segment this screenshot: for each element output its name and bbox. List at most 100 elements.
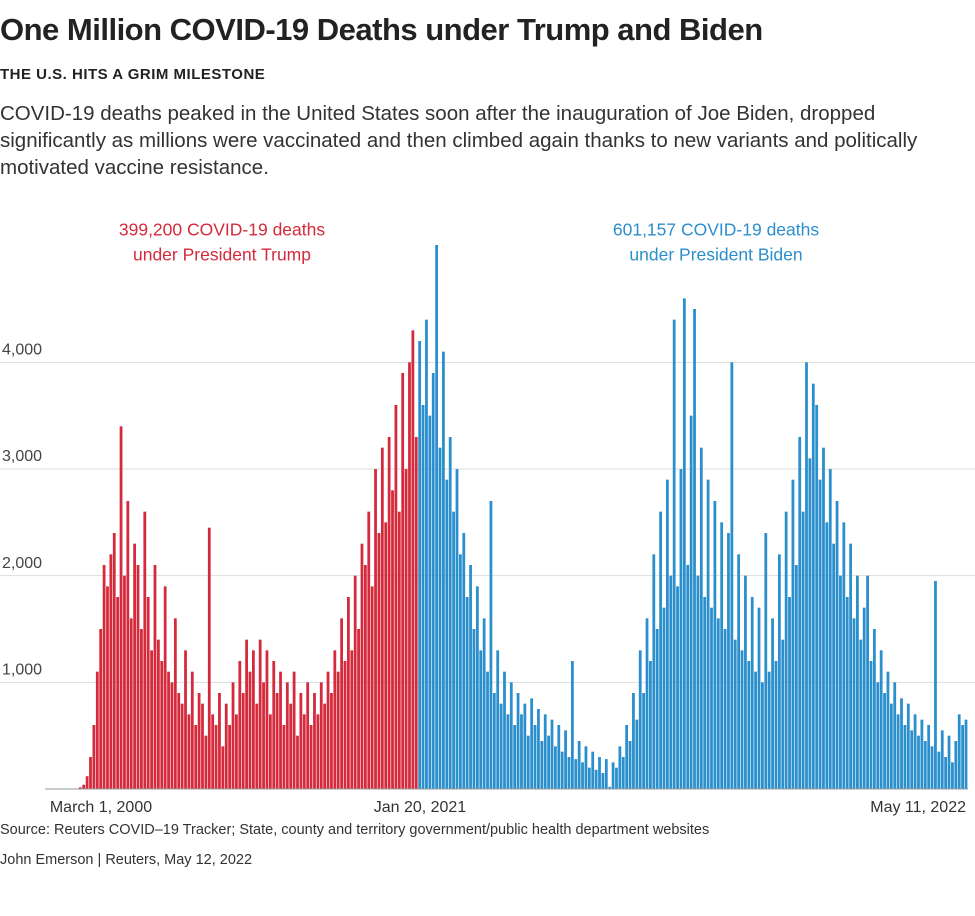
bar	[811, 383, 815, 789]
bar	[106, 586, 109, 789]
bar	[547, 735, 551, 789]
bar	[540, 741, 544, 789]
bar	[550, 719, 554, 789]
bar	[102, 565, 106, 789]
bar	[479, 650, 483, 789]
bar	[275, 693, 279, 789]
bar	[313, 693, 316, 789]
bar	[211, 714, 215, 789]
bar	[204, 735, 208, 789]
bar	[679, 469, 683, 789]
bar	[744, 575, 747, 789]
bar	[665, 479, 669, 789]
bar	[771, 618, 774, 789]
bar	[934, 581, 937, 789]
bar	[418, 341, 422, 789]
x-tick-label: March 1, 2000	[50, 799, 152, 816]
bar	[794, 565, 798, 789]
bar	[163, 586, 167, 789]
bar	[784, 511, 788, 789]
bar	[180, 703, 184, 789]
bar	[251, 650, 255, 789]
bar	[258, 639, 262, 789]
bar	[129, 618, 133, 789]
bar	[486, 671, 489, 789]
bar	[421, 405, 425, 789]
bar	[350, 650, 354, 789]
x-tick-label: Jan 20, 2021	[374, 799, 467, 816]
bar	[391, 490, 394, 789]
bar	[659, 511, 662, 789]
bar	[489, 501, 493, 789]
bar	[319, 682, 323, 789]
bar	[438, 447, 442, 789]
bar	[957, 714, 961, 789]
bar	[866, 575, 869, 789]
bar	[537, 709, 540, 789]
bar	[591, 751, 595, 789]
bar	[635, 719, 639, 789]
bar	[503, 671, 506, 789]
bar	[876, 682, 880, 789]
bar	[937, 751, 941, 789]
bar	[513, 725, 517, 789]
bar	[808, 458, 812, 789]
bar	[577, 741, 581, 789]
bar	[265, 650, 269, 789]
bar	[448, 437, 452, 789]
bar	[214, 725, 218, 789]
bar	[720, 522, 724, 789]
bar	[404, 469, 408, 789]
bar	[710, 607, 713, 789]
bar	[845, 597, 849, 789]
bar	[645, 618, 649, 789]
bar	[594, 769, 598, 789]
bar	[754, 671, 757, 789]
bar	[638, 650, 642, 789]
bar	[832, 543, 836, 789]
bar	[632, 693, 635, 789]
bar	[207, 527, 211, 789]
bar	[190, 671, 194, 789]
bar	[570, 661, 574, 789]
bar	[156, 639, 160, 789]
bar	[119, 426, 123, 789]
bar	[730, 362, 734, 789]
bar	[184, 650, 187, 789]
bar	[92, 725, 96, 789]
bar	[268, 714, 272, 789]
bar	[951, 762, 954, 789]
bar	[523, 703, 527, 789]
bar	[676, 586, 679, 789]
bar	[706, 479, 710, 789]
bar	[696, 575, 700, 789]
bar	[835, 501, 839, 789]
bar	[560, 751, 564, 789]
bar	[621, 757, 625, 789]
bar	[482, 618, 486, 789]
bar	[567, 757, 571, 789]
bar	[828, 469, 832, 789]
annotation: 399,200 COVID-19 deaths	[119, 220, 325, 240]
bar	[669, 575, 673, 789]
bar	[601, 773, 605, 789]
bar	[801, 511, 805, 789]
bar	[282, 725, 286, 789]
bar	[245, 639, 248, 789]
bar	[133, 543, 137, 789]
bar	[839, 575, 842, 789]
bar	[442, 351, 445, 789]
bar	[363, 565, 367, 789]
bar	[761, 682, 764, 789]
bar	[947, 735, 951, 789]
bar	[187, 714, 191, 789]
bar	[357, 629, 360, 789]
bar	[723, 629, 727, 789]
bar	[662, 607, 666, 789]
bar	[716, 618, 720, 789]
bar	[913, 714, 917, 789]
bar	[920, 719, 924, 789]
bar	[445, 479, 449, 789]
